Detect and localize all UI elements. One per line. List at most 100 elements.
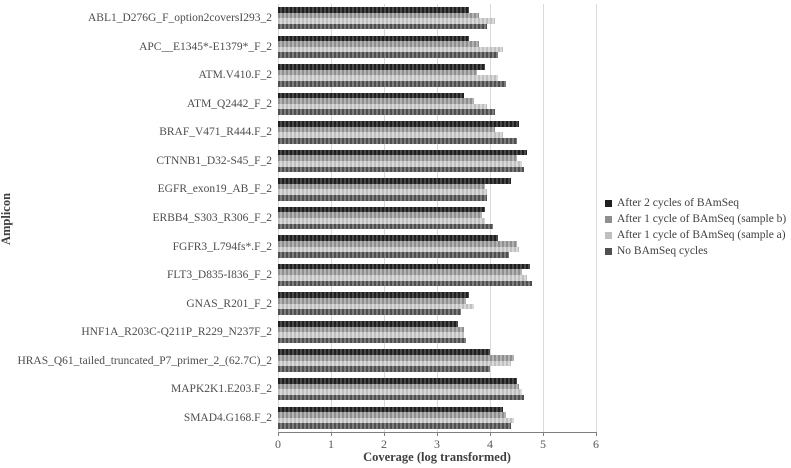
bar: [278, 389, 522, 395]
bar: [278, 166, 525, 173]
bar-group: [278, 403, 596, 432]
bar: [278, 121, 520, 127]
bar: [278, 423, 512, 429]
axis-tick-mark: [490, 432, 491, 436]
axis-tick-mark: [596, 432, 597, 436]
category-label: FLT3_D835-I836_F_2: [167, 269, 272, 282]
axis-tick-mark: [278, 432, 279, 436]
bar: [278, 7, 469, 13]
bar: [278, 155, 517, 161]
bar: [278, 178, 512, 184]
bar-group: [278, 90, 596, 119]
bar: [278, 195, 488, 201]
axis-tick-mark: [543, 432, 544, 436]
bar: [278, 417, 514, 424]
x-tick-label: 3: [434, 437, 440, 451]
bar: [278, 12, 480, 19]
bar: [278, 23, 488, 30]
category-label: GNAS_R201_F_2: [186, 297, 272, 310]
bar: [278, 183, 485, 190]
x-tick-label: 6: [593, 437, 599, 451]
bar: [278, 394, 525, 401]
bar-group: [278, 261, 596, 290]
bar: [278, 337, 467, 344]
bar: [278, 132, 504, 138]
legend-marker: [605, 199, 612, 207]
bar-group: [278, 118, 596, 147]
bar: [278, 41, 480, 47]
category-label: CTNNB1_D32-S45_F_2: [156, 154, 272, 167]
bar: [278, 137, 517, 144]
bar-group: [278, 61, 596, 90]
category-label: MAPK2K1.E203.F_2: [171, 383, 272, 396]
bar: [278, 98, 475, 104]
bar: [278, 366, 490, 372]
x-tick-label: 0: [275, 437, 281, 451]
category-label: HNF1A_R203C-Q211P_R229_N237F_2: [81, 326, 272, 339]
legend-item: No BAmSeq cycles: [605, 245, 786, 257]
bar: [278, 298, 467, 304]
legend-label: After 2 cycles of BAmSeq: [617, 197, 739, 209]
legend-item: After 1 cycle of BAmSeq (sample b): [605, 213, 786, 225]
bar: [278, 109, 496, 116]
bar: [278, 275, 528, 281]
bar-group: [278, 33, 596, 62]
x-tick-label: 2: [381, 437, 387, 451]
legend-item: After 1 cycle of BAmSeq (sample a): [605, 229, 786, 241]
bar: [278, 18, 496, 24]
legend-item: After 2 cycles of BAmSeq: [605, 197, 786, 209]
x-tick-label: 1: [328, 437, 334, 451]
category-label: EGFR_exon19_AB_F_2: [157, 183, 272, 196]
bar: [278, 406, 504, 413]
bar: [278, 383, 520, 390]
bar: [278, 355, 514, 361]
bar-group: [278, 318, 596, 347]
bar: [278, 160, 522, 167]
legend-marker: [605, 231, 612, 239]
bar: [278, 149, 528, 156]
bar: [278, 252, 509, 258]
category-label: ERBB4_S303_R306_F_2: [152, 211, 273, 224]
x-tick-label: 4: [487, 437, 493, 451]
plot-area: [278, 4, 597, 436]
axis-tick-mark: [437, 432, 438, 436]
bar: [278, 80, 506, 87]
bar-group: [278, 289, 596, 318]
bar: [278, 349, 490, 356]
legend-label: After 1 cycle of BAmSeq (sample a): [617, 229, 786, 241]
bar: [278, 212, 483, 218]
bar: [278, 378, 517, 384]
bar-group: [278, 147, 596, 176]
bar-group: [278, 232, 596, 261]
legend-label: After 1 cycle of BAmSeq (sample b): [617, 213, 787, 225]
category-label: ABL1_D276G_F_option2coversI293_2: [88, 12, 272, 25]
bar: [278, 320, 459, 327]
bar: [278, 246, 520, 253]
bar-group: [278, 375, 596, 404]
x-axis-title: Coverage (log transformed): [363, 450, 511, 464]
bar: [278, 206, 485, 213]
gridline: [490, 4, 491, 432]
bar: [278, 92, 464, 99]
bar: [278, 332, 464, 338]
bar: [278, 240, 517, 247]
bar: [278, 189, 488, 196]
axis-tick-mark: [331, 432, 332, 436]
bar-group: [278, 204, 596, 233]
category-label: FGFR3_L794fs*.F_2: [172, 240, 272, 253]
bar: [278, 235, 498, 241]
bar: [278, 223, 493, 230]
category-label: ATM.V410.F_2: [198, 69, 272, 82]
category-label: SMAD4.G168.F_2: [183, 411, 272, 424]
bar-group: [278, 175, 596, 204]
bar: [278, 103, 488, 110]
legend-marker: [605, 247, 612, 255]
x-tick-label: 5: [540, 437, 546, 451]
legend-label: No BAmSeq cycles: [617, 245, 708, 257]
bar: [278, 269, 522, 276]
bar: [278, 69, 477, 76]
category-label: BRAF_V471_R444.F_2: [159, 126, 272, 139]
bar: [278, 52, 498, 58]
bar: [278, 126, 496, 133]
